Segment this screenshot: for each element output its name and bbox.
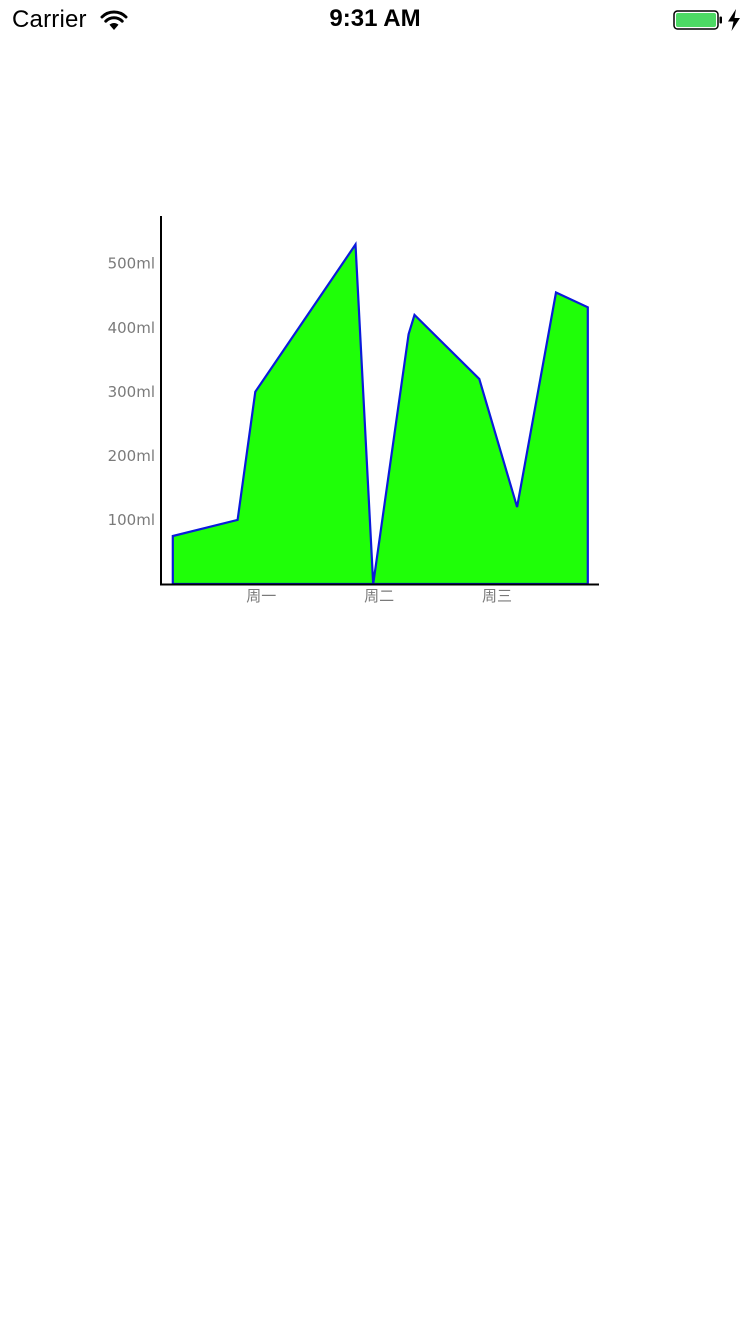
x-tick-label: 周一 <box>246 587 276 605</box>
x-tick-label: 周三 <box>482 587 512 605</box>
charging-bolt-icon <box>727 9 741 31</box>
carrier-label: Carrier <box>12 6 87 33</box>
y-tick-label: 100ml <box>108 511 155 529</box>
y-tick-label: 500ml <box>108 255 155 273</box>
area-series <box>171 241 589 586</box>
y-tick-label: 200ml <box>108 447 155 465</box>
status-time: 9:31 AM <box>329 5 421 32</box>
y-tick-label: 400ml <box>108 319 155 337</box>
status-bar: Carrier 9:31 AM <box>0 0 750 40</box>
x-tick-label: 周二 <box>364 587 394 605</box>
y-tick-label: 300ml <box>108 383 155 401</box>
wifi-icon <box>100 9 128 31</box>
battery-full-icon <box>673 10 723 30</box>
